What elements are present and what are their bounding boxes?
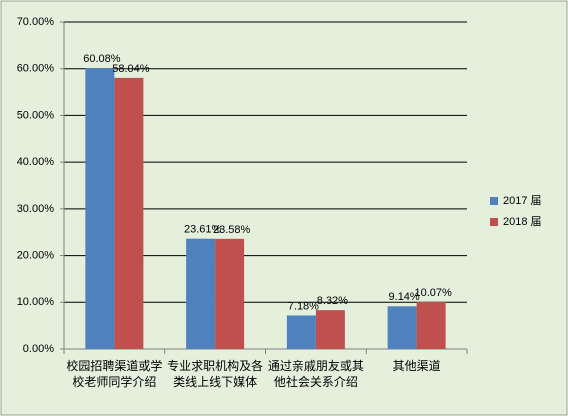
value-label: 7.18% [288, 300, 319, 312]
y-tick-label: 70.00% [17, 16, 55, 28]
value-label: 60.08% [83, 53, 121, 65]
bar [215, 238, 245, 349]
bar [186, 238, 216, 349]
legend-swatch [490, 197, 498, 205]
y-tick-label: 20.00% [17, 249, 55, 261]
x-tick-label: 专业求职机构及各类线上线下媒体 [167, 359, 264, 389]
x-tick-label: 其他渠道 [392, 359, 441, 373]
bar [416, 301, 446, 349]
y-tick-label: 30.00% [17, 203, 55, 215]
value-label: 8.32% [317, 295, 348, 307]
bar [114, 77, 144, 349]
value-label: 58.04% [112, 63, 150, 75]
bar [315, 310, 345, 349]
bar [286, 315, 316, 349]
legend-label: 2018 届 [503, 215, 542, 228]
value-label: 23.58% [213, 224, 251, 236]
x-tick-label: 通过亲戚朋友或其他社会关系介绍 [267, 359, 364, 389]
y-tick-label: 50.00% [17, 109, 55, 121]
y-tick-label: 10.00% [17, 296, 55, 308]
legend-swatch [490, 218, 498, 226]
x-tick-label: 校园招聘渠道或学校老师同学介绍 [66, 359, 163, 389]
value-label: 9.14% [389, 291, 420, 303]
legend-label: 2017 届 [503, 194, 542, 207]
y-tick-label: 60.00% [17, 63, 55, 75]
value-label: 10.07% [414, 287, 452, 299]
y-tick-label: 0.00% [23, 343, 54, 355]
bar [85, 68, 115, 349]
value-label: 23.61% [184, 224, 222, 236]
bar [387, 306, 417, 349]
y-tick-label: 40.00% [17, 156, 55, 168]
